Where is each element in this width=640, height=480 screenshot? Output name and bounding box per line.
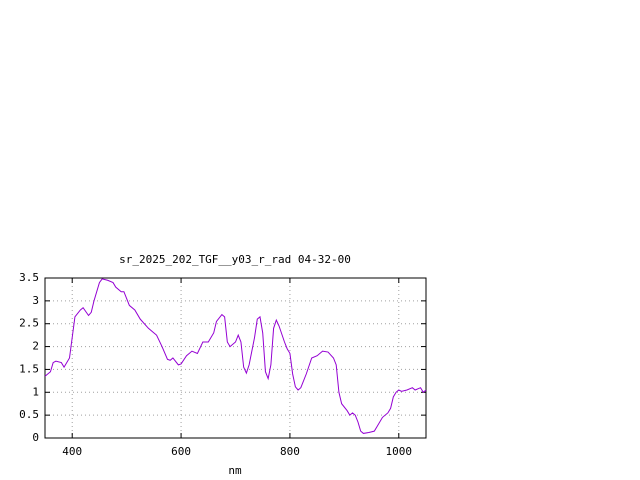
x-tick-label: 600 (171, 445, 191, 458)
x-tick-label: 400 (62, 445, 82, 458)
x-tick-label: 800 (280, 445, 300, 458)
x-axis-label: nm (228, 464, 242, 477)
chart-title: sr_2025_202_TGF__y03_r_rad 04-32-00 (119, 253, 351, 266)
y-tick-label: 2.5 (19, 317, 39, 330)
plot-border (44, 277, 427, 439)
y-tick-label: 3 (32, 294, 39, 307)
y-tick-label: 3.5 (19, 271, 39, 284)
x-tick-label: 1000 (386, 445, 413, 458)
data-line (44, 278, 427, 434)
y-tick-label: 1 (32, 385, 39, 398)
y-tick-label: 0 (32, 431, 39, 444)
y-tick-label: 2 (32, 340, 39, 353)
y-tick-label: 1.5 (19, 362, 39, 375)
y-tick-label: 0.5 (19, 408, 39, 421)
